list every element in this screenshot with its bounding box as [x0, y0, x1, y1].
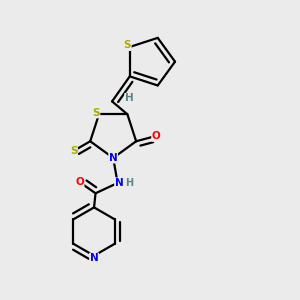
- Text: N: N: [90, 253, 98, 263]
- Text: N: N: [115, 178, 124, 188]
- Text: S: S: [92, 108, 100, 118]
- Text: S: S: [70, 146, 77, 156]
- Text: S: S: [124, 40, 131, 50]
- Text: H: H: [125, 178, 134, 188]
- Text: H: H: [125, 94, 134, 103]
- Text: O: O: [75, 177, 84, 187]
- Text: N: N: [109, 153, 118, 163]
- Text: O: O: [152, 131, 161, 141]
